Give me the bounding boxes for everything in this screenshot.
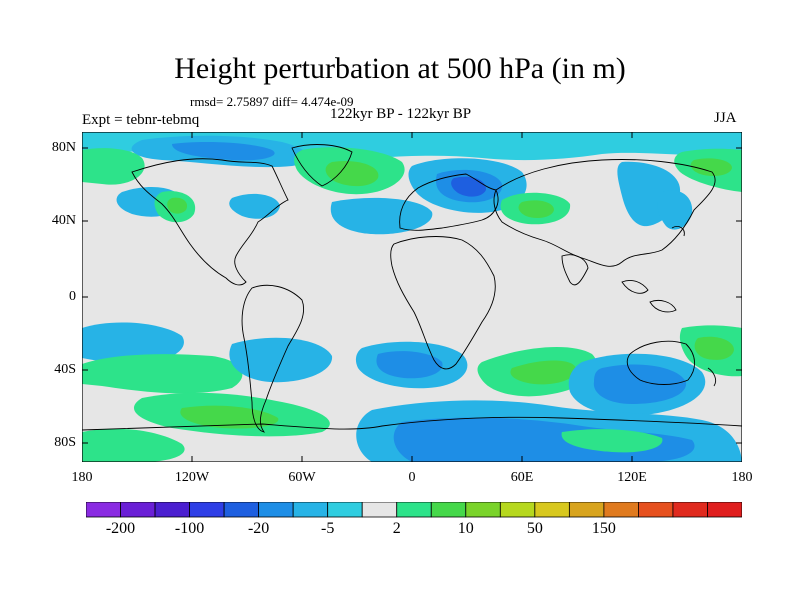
- lon-label: 0: [408, 470, 416, 485]
- colorbar-box: [465, 502, 501, 518]
- colorbar-box: [638, 502, 674, 518]
- colorbar-box: [189, 502, 225, 518]
- colorbar-box: [223, 502, 260, 518]
- colorbar-box: [672, 502, 708, 518]
- colorbar-label: 2: [392, 520, 401, 537]
- colorbar-box: [534, 502, 570, 518]
- colorbar-label: 50: [526, 520, 543, 537]
- lon-label: 120W: [174, 470, 210, 485]
- colorbar-box: [86, 502, 121, 518]
- colorbar-box: [361, 502, 398, 518]
- colorbar-box: [499, 502, 536, 518]
- colorbar-box: [292, 502, 329, 518]
- colorbar: [86, 502, 742, 518]
- colorbar-label: -200: [105, 520, 136, 537]
- lon-label: 180: [71, 470, 93, 485]
- colorbar-label: -5: [321, 520, 335, 537]
- season-label: JJA: [714, 110, 737, 126]
- lon-label: 180: [731, 470, 753, 485]
- chart-title: Height perturbation at 500 hPa (in m): [174, 52, 626, 85]
- colorbar-box: [707, 502, 742, 518]
- lat-label: 40S: [54, 362, 76, 377]
- stats-line: rmsd= 2.75897 diff= 4.474e-09: [190, 94, 354, 109]
- lon-label: 120E: [617, 470, 647, 485]
- coastlines: [82, 144, 742, 433]
- experiment-label: Expt = tebnr-tebmq: [82, 112, 200, 128]
- colorbar-box: [120, 502, 156, 518]
- colorbar-box: [603, 502, 639, 518]
- map-ticks: [82, 132, 742, 462]
- lon-label: 60E: [510, 470, 534, 485]
- colorbar-box: [568, 502, 605, 518]
- colorbar-box: [154, 502, 190, 518]
- period-label: 122kyr BP - 122kyr BP: [330, 106, 472, 122]
- colorbar-label: 150: [591, 520, 616, 537]
- lon-label: 60W: [288, 470, 316, 485]
- colorbar-label: -100: [174, 520, 205, 537]
- lat-label: 40N: [51, 213, 76, 228]
- contour-fills: [82, 132, 742, 462]
- colorbar-label: -20: [247, 520, 270, 537]
- colorbar-box: [430, 502, 467, 518]
- lat-label: 0: [69, 289, 76, 304]
- colorbar-box: [396, 502, 432, 518]
- lat-label: 80N: [51, 140, 76, 155]
- colorbar-label: 10: [457, 520, 474, 537]
- colorbar-box: [258, 502, 294, 518]
- height-perturbation-map: [82, 132, 742, 462]
- lat-label: 80S: [54, 435, 76, 450]
- colorbar-box: [327, 502, 363, 518]
